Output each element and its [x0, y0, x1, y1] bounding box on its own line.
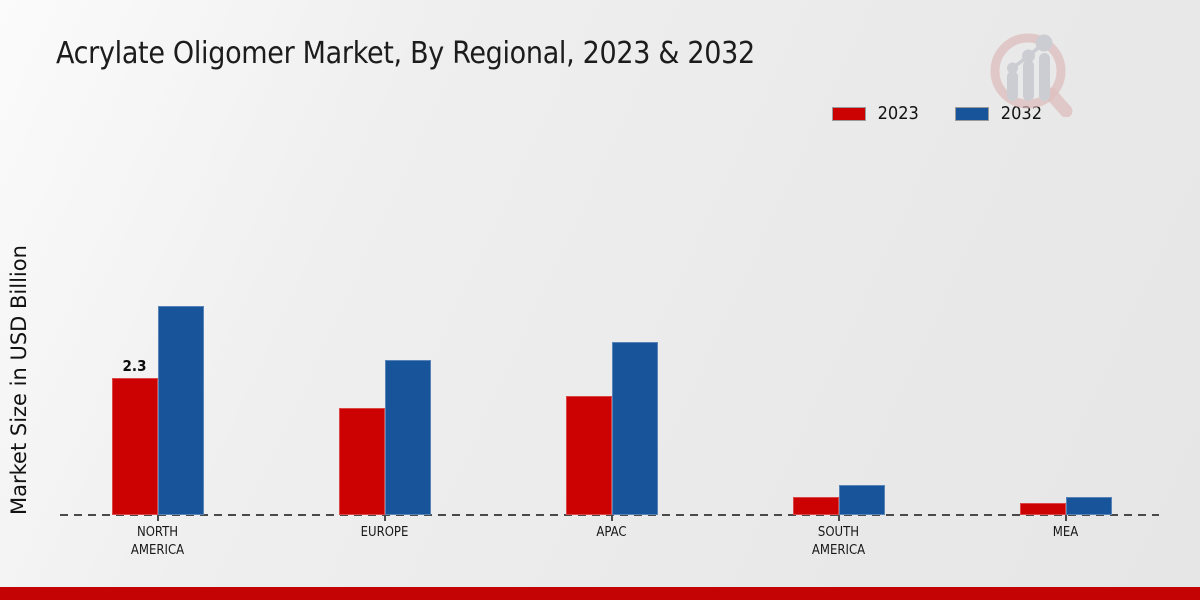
plot-area: 2.3 NORTH AMERICA EUROPE APAC SOUTH AMERICA MEA [44, 150, 1179, 558]
bar-2023-north-america: 2.3 [111, 357, 158, 515]
legend-swatch-2023 [831, 106, 866, 121]
legend-label-2023: 2023 [877, 103, 919, 124]
bar-2032-north-america [157, 306, 204, 515]
legend-item-2023: 2023 [831, 103, 919, 124]
category-label-europe: EUROPE [360, 525, 409, 540]
bar-2032-europe [384, 360, 431, 515]
category-label-mea: MEA [1052, 525, 1079, 540]
category-label-north-america: NORTH AMERICA [130, 525, 185, 558]
bar-2032-apac [611, 342, 658, 515]
bar-2032-south-america [838, 485, 885, 515]
bar-2023-mea [1019, 503, 1066, 515]
bar-group-north-america: 2.3 NORTH AMERICA [44, 150, 271, 558]
axis-tick [156, 515, 159, 521]
category-label-south-america: SOUTH AMERICA [811, 525, 866, 558]
bar-2023-europe [338, 408, 385, 515]
y-axis-label: Market Size in USD Billion [7, 245, 31, 515]
bar-2032-mea [1065, 497, 1112, 515]
axis-tick [837, 515, 840, 521]
category-label-apac: APAC [596, 525, 627, 540]
axis-tick [383, 515, 386, 521]
bar-group-south-america: SOUTH AMERICA [725, 150, 952, 558]
magnifier-chart-logo-icon [990, 33, 1073, 117]
x-axis-baseline [60, 514, 1159, 516]
bar-group-mea: MEA [952, 150, 1179, 540]
bar-group-apac: APAC [498, 150, 725, 540]
bar-group-europe: EUROPE [271, 150, 498, 540]
axis-tick [610, 515, 613, 521]
legend-swatch-2032 [954, 106, 989, 121]
axis-tick [1064, 515, 1067, 521]
bar-2023-south-america [792, 497, 839, 515]
footer-accent-bar [0, 587, 1200, 600]
chart-title: Acrylate Oligomer Market, By Regional, 2… [56, 36, 755, 71]
bar-2023-apac [565, 396, 612, 515]
bar-value-label: 2.3 [122, 357, 147, 375]
